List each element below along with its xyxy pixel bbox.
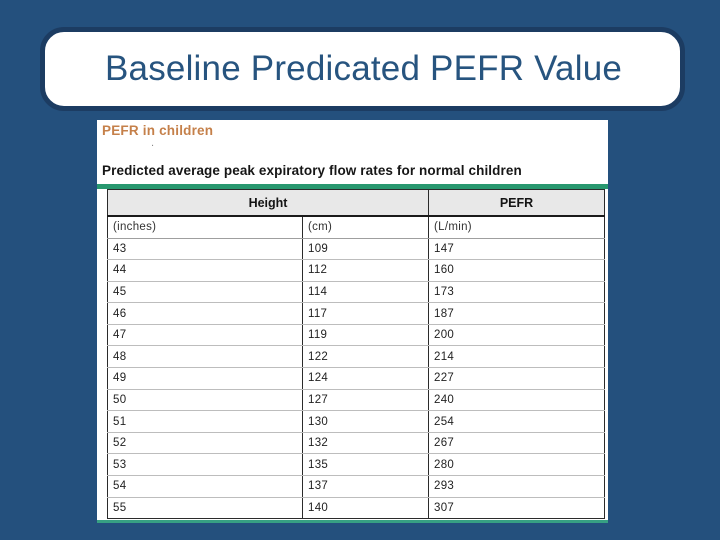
table-cell: 254 [428,410,605,433]
table-row: 54 137 293 [107,475,605,498]
table-row: 49 124 227 [107,367,605,390]
table-cell: 109 [301,238,429,261]
table-cell: 132 [301,432,429,455]
pefr-group-header: PEFR [428,189,605,217]
table-cell: 119 [301,324,429,347]
table-cell: 137 [301,475,429,498]
unit-cm: (cm) [301,216,429,239]
table-cell: 44 [107,259,303,282]
table-cell: 160 [428,259,605,282]
unit-inches: (inches) [107,216,303,239]
table-cell: 130 [301,410,429,433]
table-cell: 47 [107,324,303,347]
table-cell: 114 [301,281,429,304]
table-cell: 293 [428,475,605,498]
table-row: 47 119 200 [107,324,605,347]
height-group-header: Height [107,189,429,217]
unit-lmin: (L/min) [428,216,605,239]
table-cell: 214 [428,345,605,369]
content-panel: PEFR in children . Predicted average pea… [97,120,608,523]
table-row: 43 109 147 [107,238,605,261]
table-cell: 117 [301,302,429,325]
table-row: 44 112 160 [107,259,605,282]
table-cell: 135 [301,453,429,477]
table-cell: 124 [301,367,429,390]
unit-header-row: (inches) (cm) (L/min) [107,216,605,239]
table-cell: 43 [107,238,303,261]
table-row: 50 127 240 [107,389,605,412]
table-cell: 227 [428,367,605,390]
table-cell: 187 [428,302,605,325]
table-cell: 140 [301,497,429,519]
table-cell: 267 [428,432,605,455]
table-cell: 147 [428,238,605,261]
table-cell: 112 [301,259,429,282]
table-row: 51 130 254 [107,410,605,433]
table-cell: 240 [428,389,605,412]
table-row: 52 132 267 [107,432,605,455]
table-cell: 127 [301,389,429,412]
green-rule-top [97,184,608,189]
table-cell: 307 [428,497,605,519]
period-mark: . [151,137,155,149]
table-cell: 50 [107,389,303,412]
table-cell: 173 [428,281,605,304]
table-cell: 48 [107,345,303,369]
table-caption: Predicted average peak expiratory flow r… [102,163,522,178]
table-row: 45 114 173 [107,281,605,304]
table-row: 46 117 187 [107,302,605,325]
table-row: 53 135 280 [107,453,605,477]
table-row: 55 140 307 [108,497,605,519]
table-cell: 52 [107,432,303,455]
pefr-table: Height PEFR (inches) (cm) (L/min) 43 109 1… [107,189,606,520]
slide-title: Baseline Predicated PEFR Value [105,49,623,88]
column-group-header-row: Height PEFR [107,189,605,217]
table-cell: 53 [107,453,303,477]
table-cell: 46 [107,302,303,325]
table-cell: 280 [428,453,605,477]
slide-title-box: Baseline Predicated PEFR Value [40,27,685,111]
table-cell: 45 [107,281,303,304]
table-cell: 54 [107,475,303,498]
table-cell: 55 [113,501,127,514]
table-cell: 200 [428,324,605,347]
table-row: 48 122 214 [107,345,605,369]
pefr-table-body: 43 109 147 44 112 160 45 114 173 46 117 187 47 119 200… [107,238,605,519]
table-cell: 49 [107,367,303,390]
green-rule-bottom [97,520,608,523]
table-cell: 122 [301,345,429,369]
table-cell: 51 [107,410,303,433]
section-heading: PEFR in children [102,123,214,138]
